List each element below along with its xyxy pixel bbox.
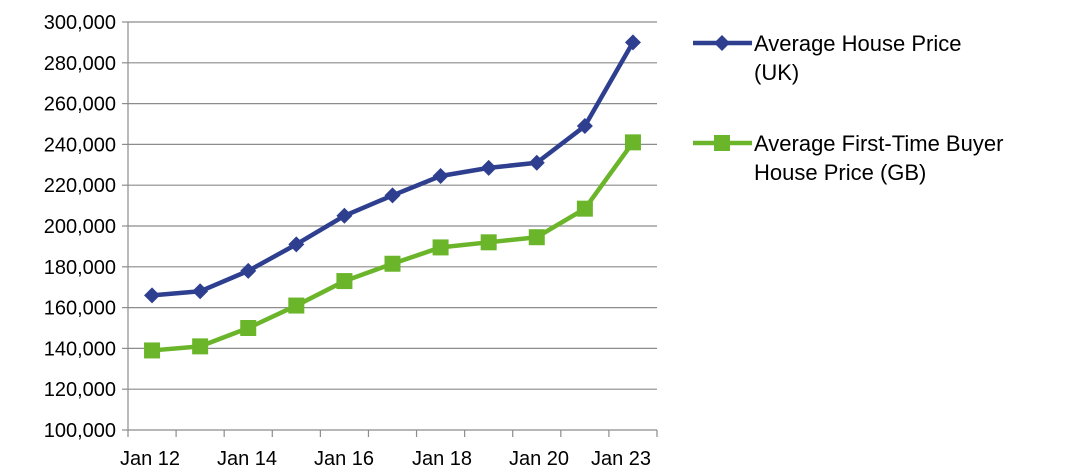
y-tick-label: 200,000	[44, 216, 116, 238]
data-point-diamond	[714, 35, 730, 51]
legend-label: (UK)	[754, 60, 799, 85]
legend-label: Average House Price	[754, 31, 962, 56]
grid-lines	[128, 21, 657, 390]
series	[144, 34, 641, 359]
x-tick-label: Jan 14	[217, 448, 277, 470]
data-point-diamond	[480, 159, 497, 176]
data-point-diamond	[384, 187, 401, 204]
data-point-square	[432, 239, 449, 256]
y-tick-label: 120,000	[44, 379, 116, 401]
y-tick-label: 100,000	[44, 420, 116, 442]
data-point-square	[192, 338, 209, 355]
data-point-square	[624, 134, 641, 151]
x-tick-label: Jan 20	[509, 448, 569, 470]
data-point-diamond	[192, 283, 209, 300]
y-tick-label: 160,000	[44, 298, 116, 320]
data-point-diamond	[624, 34, 641, 51]
y-tick-label: 220,000	[44, 175, 116, 197]
x-tick-label: Jan 12	[120, 448, 180, 470]
data-point-square	[144, 342, 161, 359]
data-point-diamond	[144, 287, 161, 304]
data-point-square	[480, 234, 497, 251]
legend-label: House Price (GB)	[754, 160, 926, 185]
data-point-diamond	[576, 118, 593, 135]
legend: Average House Price (UK) Average First-Tim…	[693, 31, 1003, 185]
data-point-square	[384, 255, 401, 272]
y-tick-label: 260,000	[44, 94, 116, 116]
data-point-square	[336, 273, 353, 290]
x-tick-label: Jan 16	[314, 448, 374, 470]
y-tick-label: 180,000	[44, 257, 116, 279]
data-point-diamond	[336, 207, 353, 224]
data-point-square	[714, 135, 730, 151]
series-line-1	[151, 141, 635, 353]
y-tick-labels: 100,000 120,000 140,000 160,000 180,000 200,0…	[44, 12, 116, 442]
x-tick-label: Jan 23	[591, 448, 651, 470]
data-point-square	[528, 229, 545, 246]
axes	[122, 21, 658, 437]
data-point-diamond	[288, 236, 305, 253]
y-tick-label: 240,000	[44, 134, 116, 156]
y-tick-label: 280,000	[44, 53, 116, 75]
data-point-square	[576, 200, 593, 217]
y-tick-label: 140,000	[44, 338, 116, 360]
data-point-diamond	[240, 262, 257, 279]
y-tick-label: 300,000	[44, 12, 116, 34]
data-point-square	[240, 320, 257, 336]
data-point-square	[288, 297, 305, 314]
x-tick-labels: Jan 12 Jan 14 Jan 16 Jan 18 Jan 20 Jan 23	[120, 448, 651, 470]
data-point-diamond	[528, 154, 545, 171]
x-tick-label: Jan 18	[412, 448, 472, 470]
data-point-diamond	[432, 168, 449, 185]
legend-label: Average First-Time Buyer	[754, 131, 1003, 156]
